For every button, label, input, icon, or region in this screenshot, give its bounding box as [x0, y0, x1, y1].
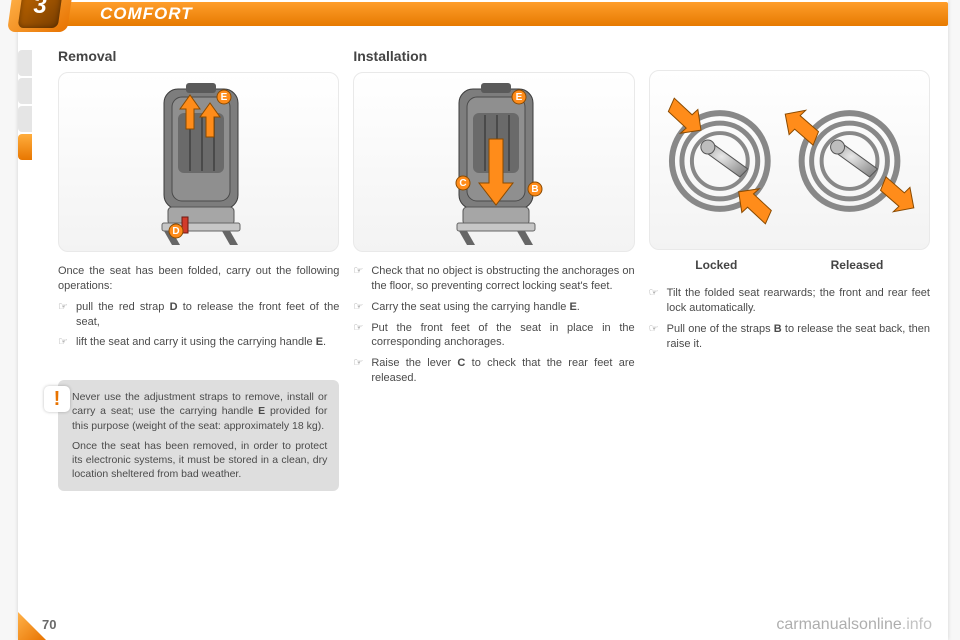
warning-text: Never use the adjustment straps to remov…: [72, 390, 327, 433]
lock-labels: Locked Released: [649, 258, 930, 272]
chapter-title: COMFORT: [100, 2, 193, 26]
callout-c: C: [459, 178, 466, 189]
chapter-number: 3: [10, 0, 70, 20]
watermark: carmanualsonline.info: [776, 616, 932, 634]
lock-list: Tilt the folded seat rearwards; the fron…: [649, 286, 930, 351]
section-title-installation: Installation: [353, 48, 634, 64]
list-item: Pull one of the straps B to release the …: [649, 322, 930, 352]
side-tab: [18, 106, 32, 132]
warning-text: Once the seat has been removed, in order…: [72, 439, 327, 482]
callout-b: B: [531, 184, 538, 195]
figure-seat-installation: E C B: [353, 72, 634, 252]
watermark-main: carmanualsonline: [776, 616, 901, 633]
header: COMFORT 3: [18, 0, 948, 32]
warning-icon: !: [44, 386, 70, 412]
installation-list: Check that no object is obstructing the …: [353, 264, 634, 386]
column-installation: Installation: [353, 48, 634, 610]
removal-list: pull the red strap D to release the fron…: [58, 300, 339, 351]
list-item: Tilt the folded seat rearwards; the fron…: [649, 286, 930, 316]
lock-svg: [650, 71, 929, 251]
column-removal: Removal: [58, 48, 339, 610]
seat-install-svg: E C B: [419, 79, 569, 249]
column-lock: Locked Released Tilt the folded seat rea…: [649, 48, 930, 610]
label-locked: Locked: [695, 258, 737, 272]
section-title-removal: Removal: [58, 48, 339, 64]
callout-d: D: [172, 226, 179, 237]
side-tabs: [18, 50, 32, 162]
list-item: Check that no object is obstructing the …: [353, 264, 634, 294]
watermark-suffix: .info: [902, 616, 932, 633]
callout-e2: E: [516, 92, 523, 103]
side-tab: [18, 50, 32, 76]
side-tab: [18, 78, 32, 104]
content: Removal: [58, 48, 930, 610]
chapter-badge: 3: [10, 0, 74, 36]
label-released: Released: [831, 258, 884, 272]
list-item: lift the seat and carry it using the car…: [58, 335, 339, 350]
figure-lock-states: [649, 70, 930, 250]
callout-e: E: [220, 92, 227, 103]
list-item: Raise the lever C to check that the rear…: [353, 356, 634, 386]
list-item: pull the red strap D to release the fron…: [58, 300, 339, 330]
list-item: Carry the seat using the carrying handle…: [353, 300, 634, 315]
side-tab-active: [18, 134, 32, 160]
page-number: 70: [42, 617, 56, 632]
seat-removal-svg: E D: [124, 79, 274, 249]
removal-intro: Once the seat has been folded, carry out…: [58, 264, 339, 294]
figure-seat-removal: E D: [58, 72, 339, 252]
list-item: Put the front feet of the seat in place …: [353, 321, 634, 351]
warning-box: ! Never use the adjustment straps to rem…: [58, 380, 339, 491]
